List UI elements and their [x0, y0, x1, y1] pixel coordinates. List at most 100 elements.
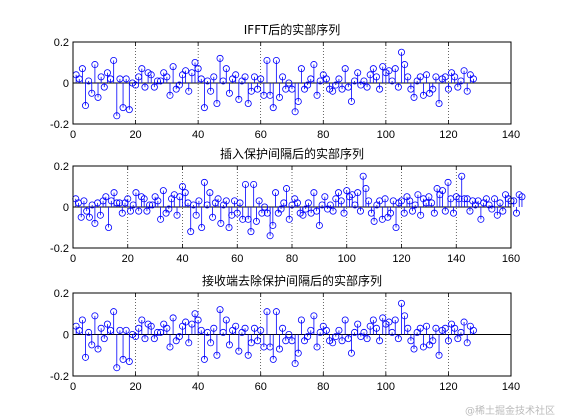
stem-marker: [493, 211, 501, 219]
x-tick-label: 40: [192, 381, 204, 393]
stem-marker: [458, 172, 466, 180]
stem-marker: [85, 77, 93, 85]
stem-marker: [122, 75, 130, 83]
stem-marker: [359, 172, 367, 180]
stem-marker: [210, 324, 218, 332]
stem-marker: [178, 182, 186, 190]
stem-marker: [239, 215, 247, 223]
y-tick-label: 0.2: [54, 37, 69, 49]
stem-marker: [197, 326, 205, 334]
stem-marker: [187, 228, 195, 236]
stem-marker: [225, 223, 233, 231]
stem-marker: [116, 199, 124, 207]
stem-marker: [241, 180, 249, 188]
stem-marker: [85, 328, 93, 336]
stem-marker: [91, 61, 99, 69]
stem-marker: [207, 87, 215, 95]
stem-marker: [354, 189, 362, 197]
stem-marker: [385, 318, 393, 326]
stem-marker: [404, 73, 412, 81]
stem-marker: [297, 65, 305, 73]
stem-marker: [257, 75, 265, 83]
stem-marker: [387, 209, 395, 217]
x-tick-label: 80: [317, 129, 329, 141]
x-tick-label: 40: [176, 253, 188, 265]
stem-marker: [110, 56, 118, 64]
stem-marker: [360, 77, 368, 85]
stem-marker: [143, 207, 151, 215]
stem-marker: [97, 324, 105, 332]
stem-marker: [159, 187, 167, 195]
stem-marker: [329, 87, 337, 95]
stem-marker: [163, 73, 171, 81]
stem-marker: [370, 217, 378, 225]
stem-marker: [335, 189, 343, 197]
stem-marker: [222, 65, 230, 73]
stem-marker: [247, 228, 255, 236]
stem-marker: [365, 197, 373, 205]
x-tick-label: 80: [286, 253, 298, 265]
stem-marker: [94, 93, 102, 101]
stem-marker: [163, 324, 171, 332]
y-tick-label: -0.2: [50, 371, 69, 383]
stem-marker: [204, 77, 212, 85]
stem-marker: [379, 314, 387, 322]
stem-marker: [247, 339, 255, 347]
stem-marker: [275, 345, 283, 353]
stem-marker: [233, 209, 241, 217]
stem-marker: [125, 357, 133, 365]
stem-marker: [141, 83, 149, 91]
stem-marker: [241, 324, 249, 332]
stem-marker: [216, 306, 224, 314]
stem-marker: [165, 205, 173, 213]
stem-marker: [124, 195, 132, 203]
stem-marker: [335, 326, 343, 334]
stem-marker: [299, 211, 307, 219]
stem-marker: [518, 193, 526, 201]
stem-marker: [439, 187, 447, 195]
x-tick-label: 140: [447, 253, 465, 265]
stem-marker: [235, 95, 243, 103]
stem-marker: [222, 197, 230, 205]
x-tick-label: 100: [338, 253, 356, 265]
x-tick-label: 160: [502, 253, 520, 265]
stem-marker: [369, 316, 377, 324]
stem-marker: [469, 326, 477, 334]
x-tick-label: 40: [192, 129, 204, 141]
stem-marker: [376, 337, 384, 345]
stem-marker: [126, 207, 134, 215]
x-tick-label: 120: [439, 381, 457, 393]
stem-marker: [354, 320, 362, 328]
stem-marker: [341, 316, 349, 324]
stem-marker: [394, 83, 402, 91]
stem-marker: [82, 102, 90, 110]
stem-marker: [154, 197, 162, 205]
stem-marker: [363, 335, 371, 343]
stem-marker: [304, 333, 312, 341]
stem-marker: [360, 328, 368, 336]
stem-marker: [441, 324, 449, 332]
x-tick-label: 0: [70, 129, 76, 141]
x-tick-label: 140: [502, 129, 520, 141]
x-tick-label: 20: [129, 381, 141, 393]
stem-marker: [269, 104, 277, 112]
stem-marker: [275, 93, 283, 101]
stem-marker: [512, 209, 520, 217]
stem-marker: [394, 335, 402, 343]
stem-marker: [343, 187, 351, 195]
stem-marker: [428, 199, 436, 207]
stem-marker: [91, 312, 99, 320]
stem-marker: [200, 355, 208, 363]
stem-marker: [132, 189, 140, 197]
stem-marker: [304, 81, 312, 89]
stem-marker: [247, 87, 255, 95]
x-tick-label: 100: [377, 381, 395, 393]
stem-marker: [150, 335, 158, 343]
stem-marker: [122, 326, 130, 334]
x-tick-label: 20: [122, 253, 134, 265]
stem-marker: [182, 318, 190, 326]
stem-marker: [279, 73, 287, 81]
stem-marker: [222, 316, 230, 324]
stem-marker: [181, 189, 189, 197]
